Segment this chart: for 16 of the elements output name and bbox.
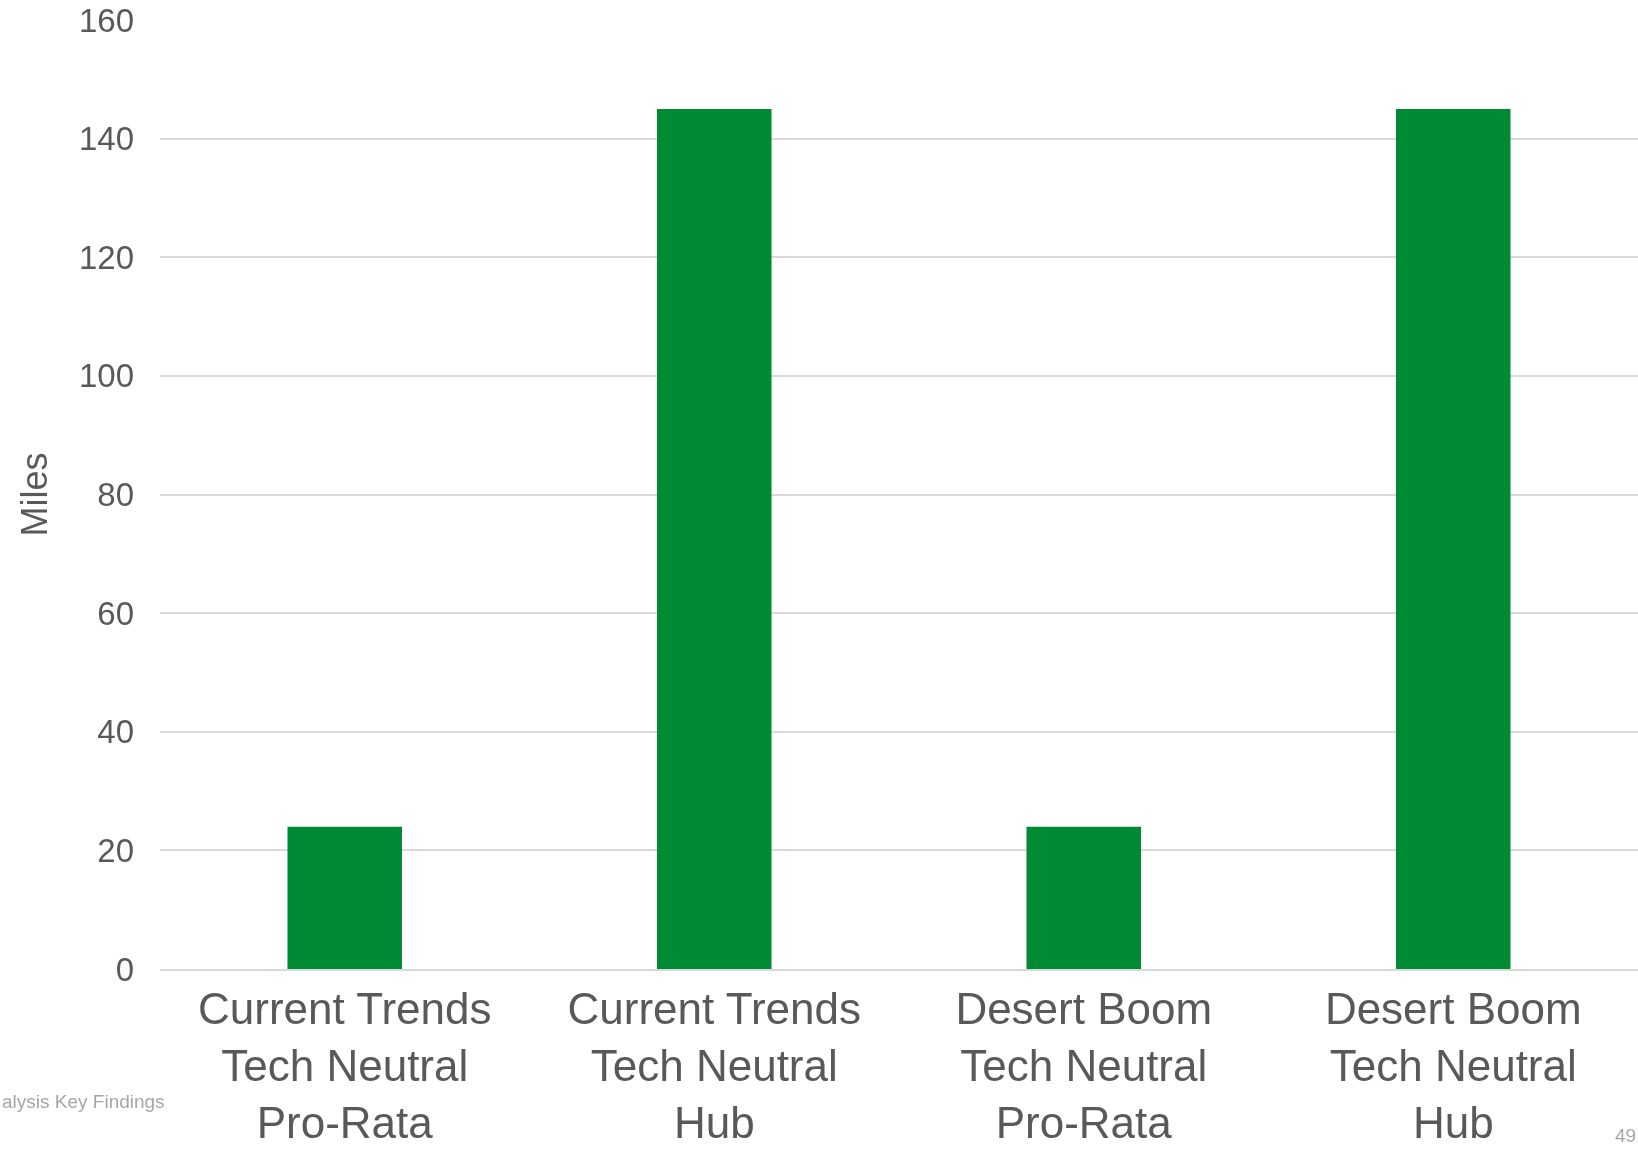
x-tick-label: Current Trends Tech Neutral Hub [567, 983, 861, 1148]
y-tick-label: 100 [78, 357, 134, 395]
y-tick-label: 120 [78, 238, 134, 276]
x-tick-label: Desert Boom Tech Neutral Hub [1324, 983, 1582, 1148]
y-tick-label: 80 [97, 476, 134, 514]
y-tick-label: 60 [97, 594, 134, 632]
x-tick-label: Desert Boom Tech Neutral Pro-Rata [955, 983, 1213, 1148]
text: 49 [1615, 1125, 1637, 1146]
y-axis-title: Miles [13, 452, 55, 537]
y-tick-label: 0 [115, 950, 134, 988]
y-tick-label: 20 [97, 831, 134, 869]
y-tick-label: 140 [78, 120, 134, 158]
y-tick-label: 160 [78, 1, 134, 39]
text: alysis Key Findings [2, 1091, 165, 1112]
x-tick-label: Current Trends Tech Neutral Pro-Rata [198, 983, 492, 1148]
y-tick-label: 40 [97, 713, 134, 751]
